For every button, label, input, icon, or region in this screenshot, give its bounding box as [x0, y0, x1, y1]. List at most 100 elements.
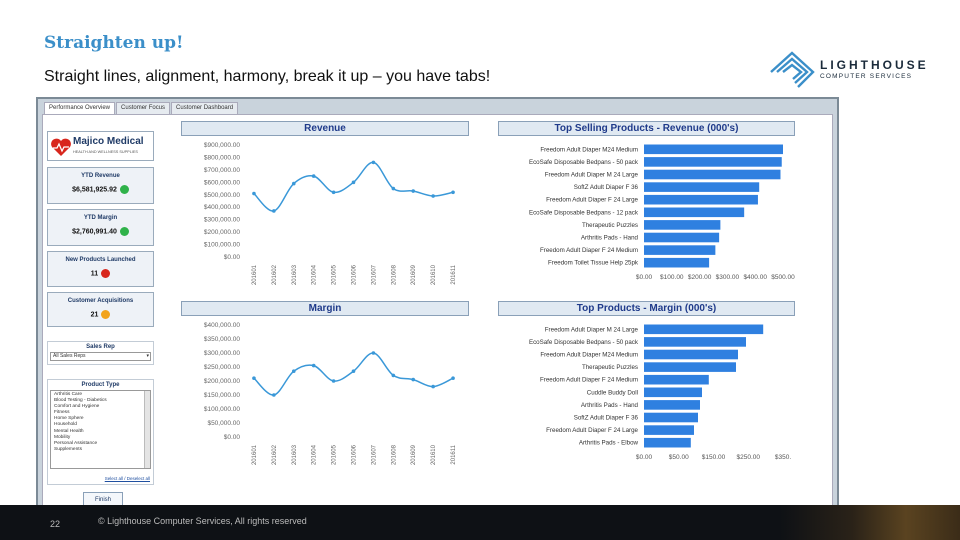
slide-footer: 22 © Lighthouse Computer Services, All r… — [0, 505, 960, 540]
margin-line-chart: $400,000.00 $350,000.00 $300,000.00 $250,00… — [204, 322, 457, 465]
y-tick-label: $300,000.00 — [204, 350, 241, 357]
y-tick-label: $300,000.00 — [204, 217, 241, 224]
x-tick-label: $150.00 — [702, 454, 726, 461]
x-tick-label: 201605 — [332, 444, 338, 465]
list-item[interactable]: Mobility — [54, 434, 71, 440]
y-tick-label: $500,000.00 — [204, 192, 241, 199]
top-products-margin-chart: Top Products - Margin (000's) Freedom Ad… — [498, 301, 797, 477]
category-label: Freedom Adult Diaper F 24 Medium — [540, 247, 638, 254]
x-tick-label: 201604 — [312, 264, 318, 285]
chart-title: Margin — [181, 301, 469, 316]
y-tick-label: $50,000.00 — [207, 420, 240, 427]
status-indicator — [119, 227, 129, 236]
kpi-value: $2,760,991.40 — [48, 227, 153, 236]
product-type-listbox[interactable]: Arthritis Care Blood Testing - Diabetics… — [50, 390, 151, 469]
bar — [644, 245, 716, 255]
data-point — [391, 373, 396, 378]
top-selling-revenue-bar-chart: Freedom Adult Diaper M24 Medium EcoSafe D… — [529, 144, 795, 281]
chart-title: Revenue — [181, 121, 469, 136]
logo-name: LIGHTHOUSE — [820, 58, 929, 72]
data-point — [411, 377, 416, 382]
data-point — [451, 190, 455, 195]
lighthouse-logo-icon — [770, 51, 815, 88]
x-tick-label: 201611 — [451, 444, 457, 464]
sales-rep-filter: Sales Rep All Sales Reps ▾ — [47, 341, 154, 365]
select-all-link[interactable]: Select all / Deselect all — [104, 476, 150, 481]
x-tick-label: 201608 — [391, 444, 397, 465]
logo-tagline: COMPUTER SERVICES — [820, 73, 913, 80]
list-item[interactable]: Home Sphere — [54, 416, 84, 422]
brand-tagline: HEALTH AND WELLNESS SUPPLIES — [73, 150, 138, 154]
kpi-value: 21 — [48, 310, 153, 319]
scrollbar[interactable] — [144, 391, 150, 468]
product-type-filter: Product Type Arthritis Care Blood Testin… — [47, 379, 154, 485]
x-tick-label: $200.00 — [688, 274, 712, 281]
category-label: SoftZ Adult Diaper F 36 — [574, 415, 639, 422]
sales-rep-select[interactable]: All Sales Reps ▾ — [50, 352, 151, 361]
data-point — [331, 379, 336, 383]
y-tick-label: $600,000.00 — [204, 179, 241, 186]
list-item[interactable]: Blood Testing - Diabetics — [54, 398, 107, 404]
list-item[interactable]: Personal Assistance — [54, 440, 98, 446]
bar — [644, 362, 736, 372]
bar — [644, 412, 698, 423]
data-point — [371, 160, 376, 165]
bar — [644, 194, 758, 205]
y-tick-label: $0.00 — [224, 434, 241, 441]
heart-logo-icon — [51, 138, 71, 156]
y-tick-label: $100,000.00 — [204, 242, 241, 249]
kpi-label: New Products Launched — [65, 257, 136, 263]
y-tick-label: $200,000.00 — [204, 229, 241, 236]
x-tick-label: 201604 — [312, 444, 318, 465]
category-label: EcoSafe Disposable Bedpans - 50 pack — [529, 159, 639, 166]
list-item[interactable]: Arthritis Care — [54, 392, 82, 397]
dashboard-canvas: Majico Medical HEALTH AND WELLNESS SUPPL… — [42, 114, 833, 510]
category-label: Freedom Adult Diaper F 24 Large — [546, 427, 638, 434]
data-point — [431, 384, 435, 389]
data-point — [272, 209, 276, 213]
category-label: Therapeutic Puzzles — [582, 364, 638, 371]
data-point — [411, 189, 416, 193]
category-label: Therapeutic Puzzles — [582, 222, 638, 229]
list-item[interactable]: Supplements — [54, 446, 82, 452]
copyright-text: © Lighthouse Computer Services, All righ… — [98, 516, 307, 526]
series-line — [253, 352, 454, 396]
top-selling-revenue-chart: Top Selling Products - Revenue (000's) F… — [498, 121, 797, 297]
y-tick-label: $250,000.00 — [204, 364, 241, 371]
x-tick-label: $350. — [775, 454, 791, 461]
kpi-value: 11 — [48, 269, 153, 278]
category-label: Freedom Adult Diaper M 24 Large — [545, 172, 639, 179]
x-tick-label: 201603 — [292, 264, 298, 285]
kpi-ytd-revenue: YTD Revenue $6,581,925.92 — [47, 167, 154, 204]
sales-rep-label: Sales Rep — [86, 344, 115, 350]
x-tick-label: 201610 — [431, 264, 437, 285]
x-tick-label: $50.00 — [669, 454, 689, 461]
list-item[interactable]: Comfort and Hygiene — [54, 404, 100, 410]
page-number: 22 — [50, 519, 61, 529]
bar — [644, 182, 760, 192]
category-label: Arthritis Pads - Hand — [581, 402, 639, 409]
bar — [644, 437, 691, 448]
margin-chart: Margin $400,000.00 $350,000.00 $300,000.00… — [181, 301, 471, 477]
revenue-line-chart: $900,000.00 $800,000.00 $700,000.00 $600,00… — [204, 142, 457, 285]
x-tick-label: 201607 — [371, 264, 377, 285]
slide-subtitle: Straight lines, alignment, harmony, brea… — [44, 68, 491, 85]
y-tick-label: $350,000.00 — [204, 336, 241, 343]
dashboard-screenshot: Performance Overview Customer Focus Cust… — [36, 97, 839, 514]
data-point — [371, 351, 376, 355]
list-item[interactable]: Household — [54, 422, 77, 428]
list-item[interactable]: Mental Health — [54, 428, 84, 434]
data-point — [311, 174, 316, 178]
bar — [644, 425, 694, 435]
data-point — [431, 194, 435, 198]
bar — [644, 144, 783, 155]
y-tick-label: $200,000.00 — [204, 378, 241, 385]
chart-title: Top Products - Margin (000's) — [498, 301, 795, 316]
kpi-customer-acquisitions: Customer Acquisitions 21 — [47, 292, 154, 327]
data-point — [252, 191, 256, 196]
list-item[interactable]: Fitness — [54, 410, 70, 416]
x-tick-label: 201609 — [411, 444, 417, 465]
dashboard-tabs: Performance Overview Customer Focus Cust… — [44, 102, 239, 115]
category-label: Arthritis Pads - Hand — [581, 235, 639, 242]
x-tick-label: 201606 — [352, 444, 358, 465]
